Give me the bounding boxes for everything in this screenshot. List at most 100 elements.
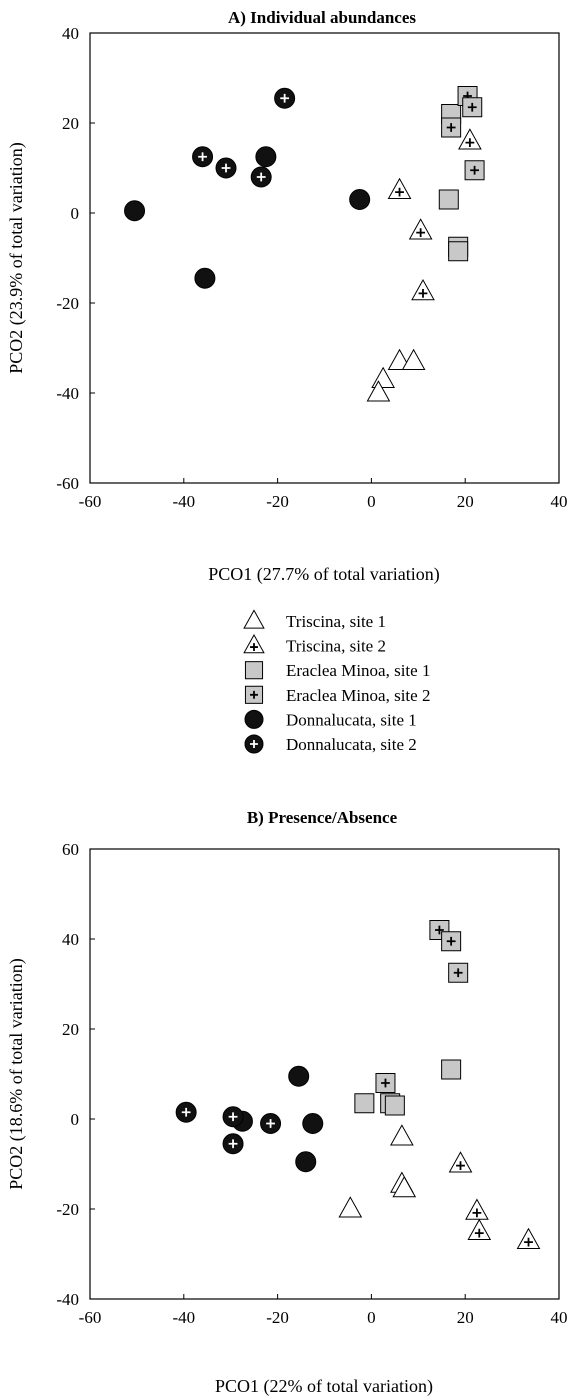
y-tick-label: 40	[62, 24, 79, 43]
legend-marker-circle-plus	[244, 734, 264, 754]
y-tick-label: 0	[71, 204, 80, 223]
y-tick-label: -60	[56, 474, 79, 493]
legend-label: Eraclea Minoa, site 1	[286, 661, 430, 680]
data-point-circle	[302, 1113, 324, 1134]
y-tick-label: -40	[56, 384, 79, 403]
y-tick-label: 60	[62, 840, 79, 859]
panel-b-plot-area	[89, 848, 560, 1300]
data-point-square-plus	[441, 117, 462, 138]
x-tick-label: 20	[457, 492, 474, 511]
x-tick-label: -40	[172, 492, 195, 511]
data-point-circle	[349, 189, 371, 210]
x-tick-label: 40	[551, 492, 568, 511]
x-tick-label: -60	[79, 492, 102, 511]
panel-a-y-axis-label: PCO2 (23.9% of total variation)	[6, 142, 27, 373]
panel-a-plot-area	[89, 32, 560, 484]
series-triangle-plus	[387, 128, 482, 301]
y-tick-label: -40	[56, 1290, 79, 1309]
panel-b-points	[175, 920, 541, 1249]
data-point-square	[441, 1059, 462, 1080]
data-point-triangle	[401, 348, 426, 370]
data-point-circle-plus	[175, 1101, 197, 1123]
data-point-circle-plus	[222, 1106, 244, 1128]
x-tick-label: -40	[172, 1308, 195, 1327]
data-point-triangle-plus	[387, 177, 412, 199]
x-tick-label: -20	[266, 492, 289, 511]
data-point-square	[448, 241, 469, 262]
legend-marker-triangle-plus	[243, 633, 265, 654]
legend-item: Eraclea Minoa, site 1	[244, 661, 430, 680]
series-circle-plus	[175, 1101, 282, 1155]
panel-b-y-axis-label: PCO2 (18.6% of total variation)	[6, 958, 27, 1189]
data-point-square-plus	[441, 931, 462, 952]
data-point-square	[384, 1095, 405, 1116]
data-point-triangle-plus	[467, 1218, 492, 1240]
legend-item: Triscina, site 1	[243, 609, 386, 631]
series-circle-plus	[192, 87, 296, 188]
series-square	[438, 104, 469, 262]
data-point-triangle	[371, 366, 395, 388]
data-point-circle-plus	[192, 146, 214, 168]
data-point-square-plus	[464, 160, 485, 181]
data-point-circle-plus	[222, 1133, 244, 1155]
panel-a-x-ticks: -60 -40 -20 0 20 40	[79, 478, 568, 511]
data-point-square-plus	[462, 97, 483, 118]
legend-item: Eraclea Minoa, site 2	[244, 685, 430, 705]
x-tick-label: 40	[551, 1308, 568, 1327]
y-tick-label: -20	[56, 1200, 79, 1219]
panel-b-y-ticks: -40 -20 0 20 40 60	[56, 840, 95, 1309]
legend-label: Donnalucata, site 2	[286, 735, 417, 754]
x-tick-label: 20	[457, 1308, 474, 1327]
data-point-circle-plus	[250, 166, 272, 188]
legend-marker-square	[244, 661, 264, 680]
data-point-triangle-plus	[465, 1198, 489, 1220]
legend-marker-circle	[244, 709, 264, 729]
y-tick-label: 20	[62, 114, 79, 133]
data-point-circle	[288, 1065, 310, 1087]
legend-item: Triscina, site 2	[243, 633, 386, 656]
series-triangle	[338, 1124, 417, 1218]
data-point-triangle	[392, 1175, 417, 1198]
series-triangle	[366, 348, 426, 402]
legend-label: Triscina, site 1	[286, 612, 386, 631]
legend-label: Triscina, site 2	[286, 637, 386, 656]
data-point-square	[438, 189, 459, 210]
panel-b-x-axis-label: PCO1 (22% of total variation)	[215, 1376, 433, 1397]
data-point-circle-plus	[274, 87, 296, 109]
series-square	[354, 1059, 462, 1116]
data-point-circle	[124, 200, 146, 222]
panel-b-x-ticks: -60 -40 -20 0 20 40	[79, 1294, 568, 1327]
data-point-circle-plus	[260, 1113, 282, 1134]
data-point-triangle-plus	[458, 128, 482, 150]
y-tick-label: 0	[71, 1110, 80, 1129]
data-point-square	[354, 1093, 375, 1114]
legend-label: Eraclea Minoa, site 2	[286, 686, 430, 705]
panel-a-points	[124, 86, 485, 402]
data-point-triangle	[390, 1124, 414, 1146]
data-point-triangle-plus	[411, 278, 435, 301]
data-point-triangle	[338, 1196, 363, 1218]
legend-item: Donnalucata, site 2	[244, 734, 417, 754]
series-triangle-plus	[448, 1151, 541, 1249]
series-square-plus	[375, 920, 469, 1093]
y-tick-label: -20	[56, 294, 79, 313]
panel-a-chart: A) Individual abundances -60 -40 -20 0 20 40 …	[6, 8, 568, 585]
data-point-triangle-plus	[516, 1227, 541, 1249]
panel-b-title: B) Presence/Absence	[247, 808, 398, 827]
series-square-plus	[441, 86, 485, 181]
panel-a-title: A) Individual abundances	[228, 8, 416, 27]
data-point-square-plus	[375, 1073, 396, 1093]
panel-a-y-ticks: -60 -40 -20 0 20 40	[56, 24, 95, 493]
data-point-square-plus	[448, 962, 469, 983]
x-tick-label: 0	[367, 492, 376, 511]
panel-a-x-axis-label: PCO1 (27.7% of total variation)	[208, 564, 439, 585]
y-tick-label: 40	[62, 930, 79, 949]
data-point-triangle	[366, 380, 391, 402]
data-point-circle	[295, 1151, 317, 1173]
x-tick-label: -60	[79, 1308, 102, 1327]
data-point-circle	[194, 267, 216, 289]
legend: Triscina, site 1 Triscina, site 2 Eraclea …	[243, 609, 430, 754]
y-tick-label: 20	[62, 1020, 79, 1039]
legend-item: Donnalucata, site 1	[244, 709, 417, 729]
